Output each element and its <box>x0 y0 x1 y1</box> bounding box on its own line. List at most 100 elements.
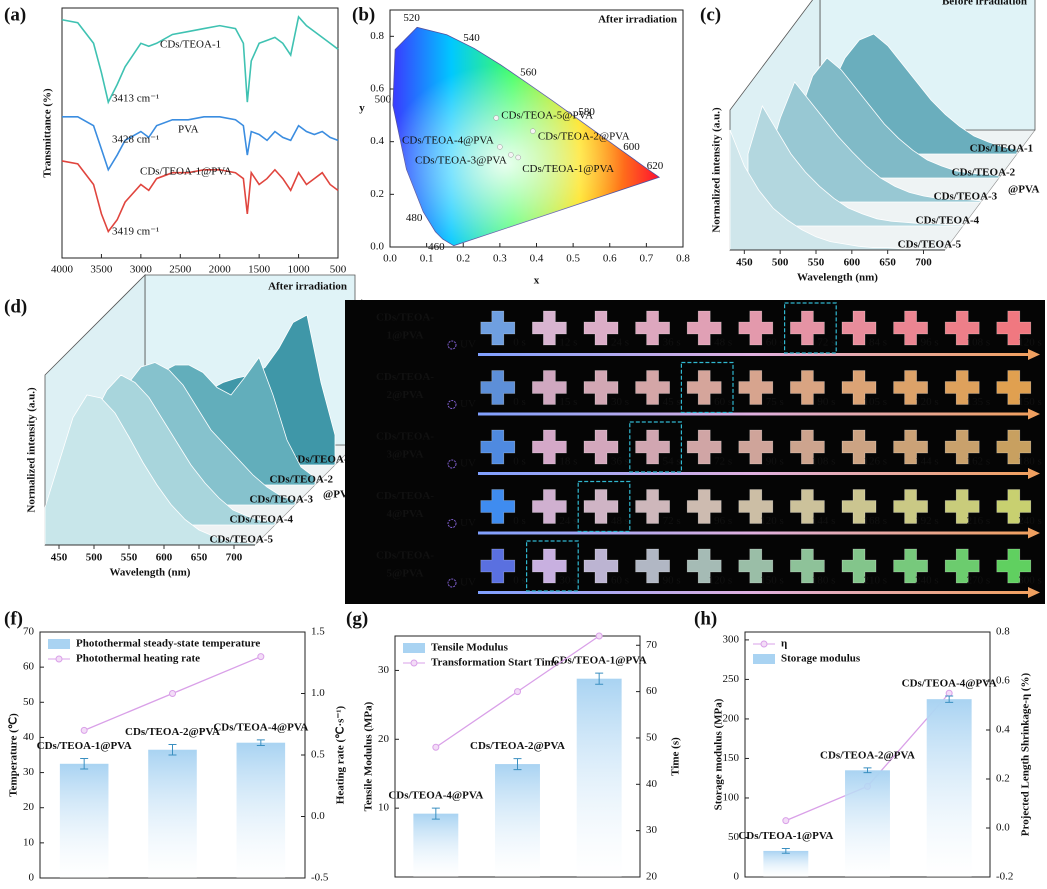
time-label: 180 s <box>812 575 836 587</box>
time-arrow-head <box>1028 587 1040 598</box>
error-bar <box>595 672 604 685</box>
series-label: CDs/TEOA-2 <box>952 167 1016 179</box>
uv-label: UV <box>460 458 476 470</box>
y-axis-label: Normalized intensity (a.u.) <box>26 387 38 513</box>
sample-cross <box>738 548 774 584</box>
time-label: 90 s <box>766 456 784 468</box>
category-label: CDs/TEOA-1@PVA <box>37 740 132 752</box>
sample-cross <box>790 310 825 346</box>
row-label: CDs/TEOA- <box>376 312 434 324</box>
annotation: 3413 cm⁻¹ <box>112 93 159 105</box>
time-label: 60 s <box>714 396 732 408</box>
sample-cross <box>738 310 774 346</box>
time-label: 75 s <box>766 396 784 408</box>
sample-cross <box>480 370 516 405</box>
time-label: 18 s <box>559 456 577 468</box>
time-label: 60 s <box>611 575 629 587</box>
uv-icon <box>447 578 457 588</box>
spectrum-line <box>62 116 339 172</box>
x-tick-label: 600 <box>156 552 173 564</box>
color-point <box>508 152 514 158</box>
color-point <box>497 144 503 150</box>
legend-swatch <box>55 655 63 663</box>
series-label: CDs/TEOA-4 <box>229 514 293 526</box>
sample-cross <box>944 429 980 465</box>
y-tick-label: 1.5 <box>311 626 325 638</box>
y-tick-label: 70 <box>23 626 35 638</box>
x-tick-label: 700 <box>226 552 243 564</box>
sample-cross <box>686 370 722 405</box>
sample-cross <box>944 489 980 524</box>
time-label: 168 s <box>863 515 887 527</box>
time-label: 150 s <box>760 575 784 587</box>
y-tick-label: 0.0 <box>311 810 325 822</box>
x-tick-label: 500 <box>330 264 347 276</box>
time-label: 12 s <box>559 337 577 349</box>
y-tick-label: 20 <box>23 801 35 813</box>
time-label: 270 s <box>967 575 991 587</box>
chart-title: Before irradiation <box>942 0 1027 8</box>
series-label: CDs/TEOA-1 <box>289 454 353 466</box>
x-tick-label: 0.3 <box>493 253 507 265</box>
time-label: 0 s <box>513 575 526 587</box>
legend-label: Transformation Start Time <box>431 657 559 669</box>
y-tick-label: 40 <box>23 731 35 743</box>
x-axis-label: Wavelength (nm) <box>110 567 191 579</box>
x-tick-label: 2500 <box>169 264 192 276</box>
y-tick-label: 0.4 <box>996 724 1010 736</box>
time-label: 84 s <box>869 337 887 349</box>
sample-cross <box>893 310 928 346</box>
sample-cross <box>996 370 1032 405</box>
time-arrow <box>478 353 1028 356</box>
y-tick-label: 0 <box>734 871 740 883</box>
series-label: CDs/TEOA-3 <box>249 494 313 506</box>
wavelength-label: 600 <box>623 141 640 153</box>
x-tick-label: 1000 <box>288 264 311 276</box>
time-label: 0 s <box>513 396 526 408</box>
y-tick-label: 200 <box>723 712 740 724</box>
x-tick-label: 3000 <box>130 264 153 276</box>
row-label: 1@PVA <box>387 330 424 342</box>
row-label: 2@PVA <box>387 389 424 401</box>
sample-cross <box>686 429 722 465</box>
sample-cross <box>686 548 722 584</box>
category-label: CDs/TEOA-4@PVA <box>388 790 483 802</box>
color-point <box>515 154 521 161</box>
sample-cross <box>944 548 980 584</box>
start-highlight <box>629 421 682 473</box>
y-tick-label: 0.2 <box>370 188 384 200</box>
x-tick-label: 500 <box>772 257 789 269</box>
spectrum-area <box>747 105 964 227</box>
y-axis-label: Storage modulus (MPa) <box>713 698 725 810</box>
group-note: @PVA <box>1008 184 1039 196</box>
time-label: 0 s <box>513 515 526 527</box>
y-tick-label: -0.2 <box>996 871 1013 883</box>
y-axis-label: Transmittance (%) <box>42 88 54 178</box>
time-label: 72 s <box>817 337 835 349</box>
sample-cross <box>841 370 877 405</box>
row-label: CDs/TEOA- <box>376 490 434 502</box>
sample-cross <box>996 310 1032 346</box>
y-tick-label: 0.0 <box>370 241 384 253</box>
annotation: CDs/TEOA-1@PVA <box>140 166 232 178</box>
trend-point <box>80 726 88 734</box>
y-tick-label: 250 <box>723 673 740 685</box>
row-label: CDs/TEOA- <box>376 550 434 562</box>
point-label: CDs/TEOA-2@PVA <box>538 131 630 143</box>
sample-cross <box>893 370 928 405</box>
y-tick-label: 10 <box>23 836 35 848</box>
sample-cross <box>583 310 619 346</box>
category-label: CDs/TEOA-2@PVA <box>470 740 565 752</box>
row-label: CDs/TEOA- <box>376 431 434 443</box>
y-tick-label: 70 <box>646 639 658 651</box>
sample-cross <box>480 310 516 346</box>
x-tick-label: 650 <box>879 257 896 269</box>
y-tick-label: 10 <box>378 802 390 814</box>
error-bar <box>781 848 790 854</box>
y-tick-label: 300 <box>723 633 740 645</box>
legend-swatch <box>753 654 775 664</box>
time-label: 30 s <box>559 575 577 587</box>
x-tick-label: 600 <box>844 257 861 269</box>
sample-cross <box>583 548 619 584</box>
sample-cross <box>996 429 1032 465</box>
